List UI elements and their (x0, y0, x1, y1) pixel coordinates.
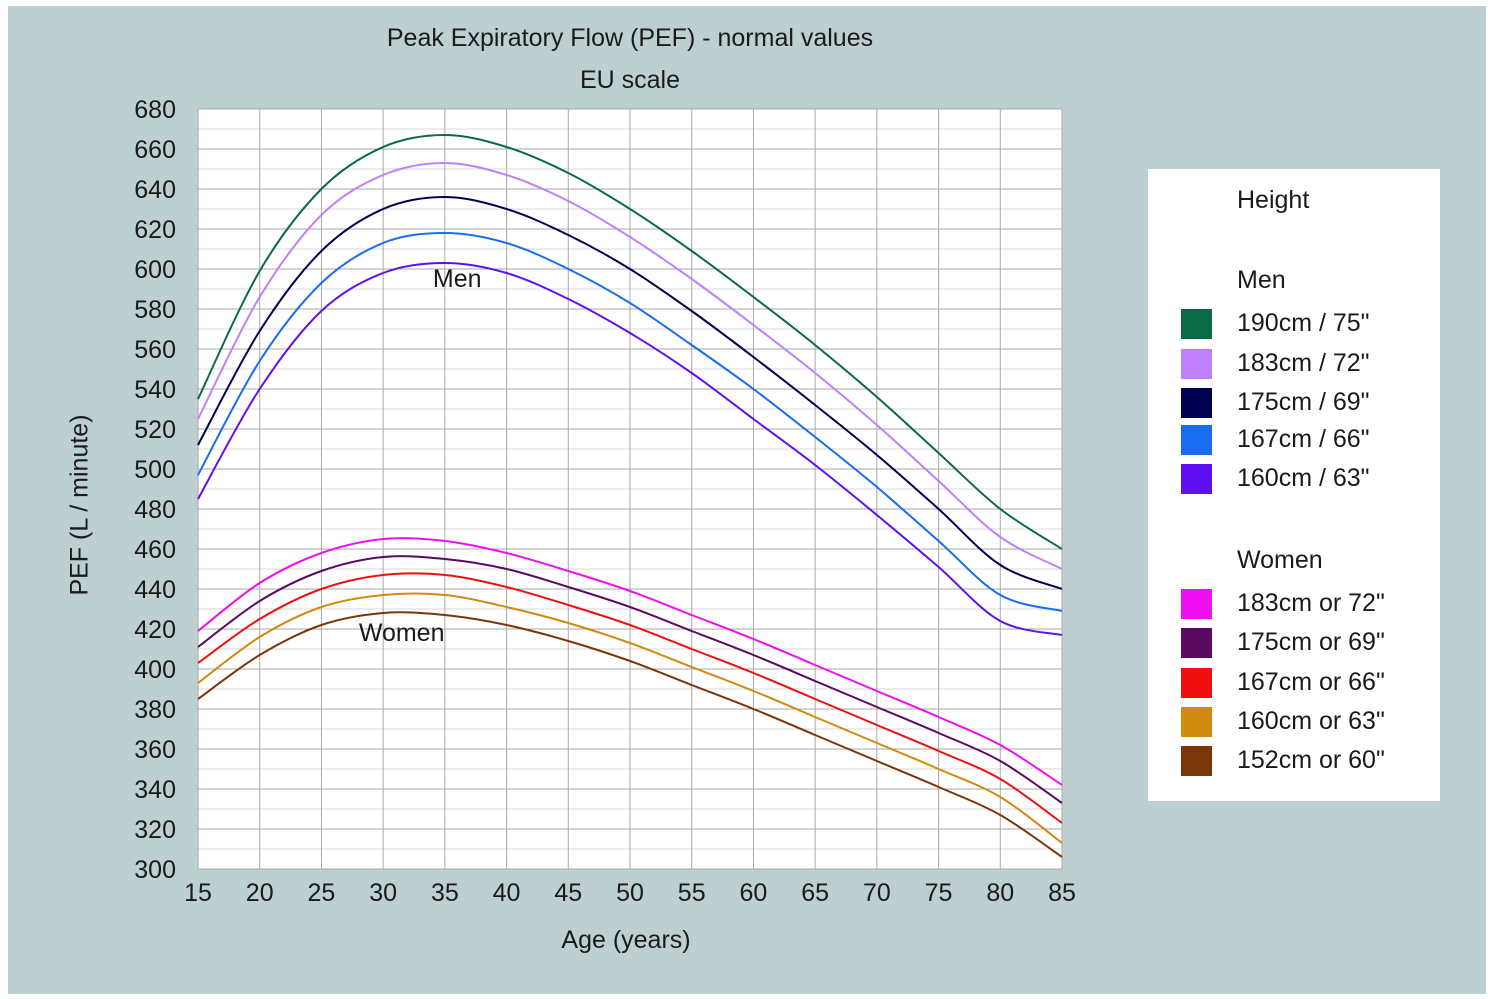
x-tick-label: 35 (431, 879, 459, 907)
x-tick-label: 25 (308, 879, 336, 907)
series-line (197, 231, 1063, 612)
x-tick-label: 70 (863, 879, 891, 907)
legend-swatch (1181, 464, 1212, 494)
series-lines (197, 133, 1063, 858)
x-axis-label: Age (years) (561, 926, 691, 954)
y-tick-label: 380 (134, 696, 176, 724)
y-tick-label: 680 (134, 96, 176, 124)
x-tick-label: 15 (184, 879, 212, 907)
legend-swatch (1181, 388, 1212, 418)
x-tick-label: 45 (554, 879, 582, 907)
series-line (197, 261, 1063, 636)
legend-swatch (1181, 668, 1212, 698)
series-line (197, 611, 1063, 858)
y-tick-label: 480 (134, 496, 176, 524)
series-line (197, 537, 1063, 786)
legend: Height Men 190cm / 75" 183cm / 72" 175cm… (1148, 169, 1440, 801)
y-tick-label: 640 (134, 176, 176, 204)
series-line (197, 555, 1063, 804)
series-line (197, 195, 1063, 590)
x-tick-labels: 15 20 25 30 35 40 45 50 55 60 65 70 75 80 85 (184, 879, 1076, 907)
legend-label: 183cm / 72" (1237, 349, 1370, 377)
y-tick-label: 460 (134, 536, 176, 564)
y-tick-label: 420 (134, 616, 176, 644)
legend-swatch (1181, 589, 1212, 619)
legend-label: 167cm / 66" (1237, 425, 1370, 453)
legend-label: 175cm / 69" (1237, 388, 1370, 416)
y-tick-label: 440 (134, 576, 176, 604)
legend-label: 183cm or 72" (1237, 589, 1385, 617)
x-tick-label: 85 (1048, 879, 1076, 907)
legend-label: 152cm or 60" (1237, 746, 1385, 774)
x-tick-label: 40 (493, 879, 521, 907)
x-tick-label: 75 (925, 879, 953, 907)
legend-label: 160cm / 63" (1237, 464, 1370, 492)
x-tick-label: 65 (801, 879, 829, 907)
legend-swatch (1181, 425, 1212, 455)
chart-title: Peak Expiratory Flow (PEF) - normal valu… (386, 24, 874, 52)
x-tick-label: 55 (678, 879, 706, 907)
y-tick-label: 500 (134, 456, 176, 484)
y-tick-label: 560 (134, 336, 176, 364)
legend-swatch (1181, 349, 1212, 379)
legend-group-women: Women (1237, 546, 1323, 574)
series-line (197, 133, 1063, 550)
y-tick-label: 320 (134, 816, 176, 844)
x-tick-label: 60 (740, 879, 768, 907)
legend-group-men: Men (1237, 266, 1286, 294)
series-line (197, 572, 1063, 824)
y-tick-label: 340 (134, 776, 176, 804)
annotation-label: Men (433, 265, 482, 293)
annotation-label: Women (359, 619, 445, 647)
y-tick-label: 520 (134, 416, 176, 444)
chart-subtitle: EU scale (579, 66, 681, 94)
x-tick-label: 50 (616, 879, 644, 907)
x-tick-label: 30 (369, 879, 397, 907)
legend-swatch (1181, 309, 1212, 339)
y-tick-labels: 300 320 340 360 380 400 420 440 460 480 500 520 540 5… (134, 96, 176, 884)
legend-swatch (1181, 746, 1212, 776)
series-line (197, 161, 1063, 570)
y-tick-label: 620 (134, 216, 176, 244)
y-tick-label: 400 (134, 656, 176, 684)
y-tick-label: 600 (134, 256, 176, 284)
x-tick-label: 20 (246, 879, 274, 907)
legend-label: 167cm or 66" (1237, 668, 1385, 696)
x-tick-label: 80 (986, 879, 1014, 907)
legend-label: 160cm or 63" (1237, 707, 1385, 735)
y-tick-label: 580 (134, 296, 176, 324)
annotations: Men Women (359, 265, 482, 647)
y-tick-label: 300 (134, 856, 176, 884)
y-tick-label: 540 (134, 376, 176, 404)
legend-label: 175cm or 69" (1237, 628, 1385, 656)
legend-swatch (1181, 628, 1212, 658)
y-tick-label: 660 (134, 136, 176, 164)
series-line (197, 592, 1063, 844)
legend-label: 190cm / 75" (1237, 309, 1370, 337)
legend-swatch (1181, 707, 1212, 737)
legend-title: Height (1237, 186, 1310, 214)
y-tick-label: 360 (134, 736, 176, 764)
